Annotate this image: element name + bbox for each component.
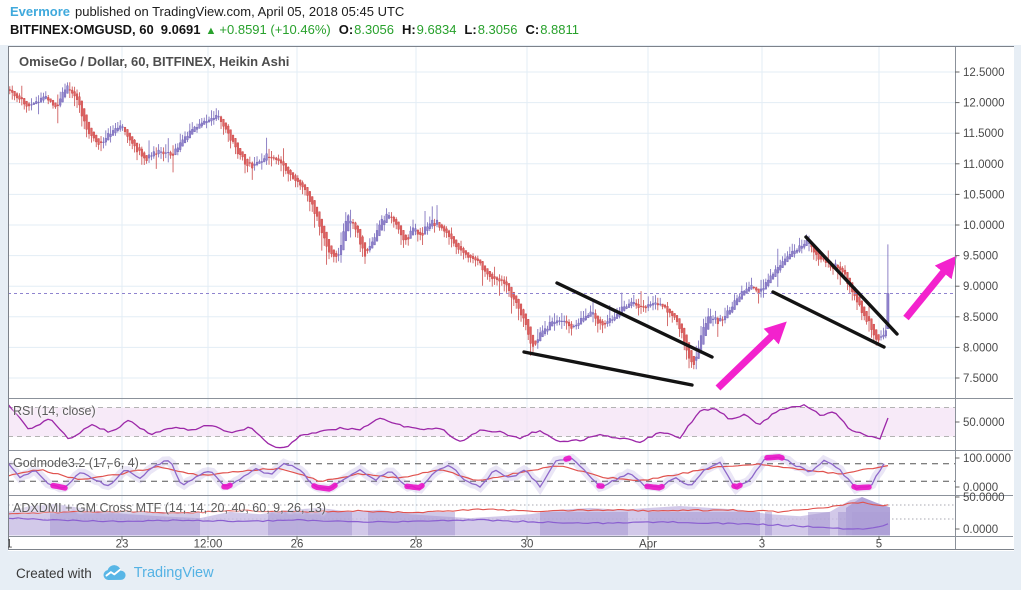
godmode-red-line xyxy=(8,463,889,482)
y-axis-label: 100.0000 xyxy=(963,453,1011,465)
x-axis-label: 21 xyxy=(8,539,12,551)
plot-background xyxy=(8,46,1014,550)
change-text: +0.8591 (+10.46%) xyxy=(219,22,331,37)
footer: Created with TradingView xyxy=(16,562,214,584)
x-axis-label: 26 xyxy=(291,539,304,551)
arrow-up-annotation xyxy=(903,255,957,321)
candlestick-series xyxy=(8,82,890,370)
adx-mtf-column xyxy=(808,512,830,536)
created-with-text: Created with xyxy=(16,565,92,581)
time-axis[interactable]: 21 23 12:00 26 28 30 Apr 3 5 xyxy=(8,536,882,551)
publish-line: Evermore published on TradingView.com, Ap… xyxy=(10,4,404,19)
adxdmi-pane xyxy=(8,497,955,536)
rsi-line xyxy=(8,403,889,449)
trendline xyxy=(804,235,899,336)
published-text: published on TradingView.com, April 05, … xyxy=(74,4,405,19)
price-axis[interactable]: 12.5000 12.0000 11.5000 11.0000 10.5000 10.00… xyxy=(955,67,1011,536)
close-value: 8.8811 xyxy=(540,22,579,37)
adx-mtf-column xyxy=(368,512,455,536)
adx-mtf-column xyxy=(268,512,352,536)
arrow-up-annotation xyxy=(715,321,787,391)
adx-peak xyxy=(846,497,890,536)
close-label: C: xyxy=(525,22,540,37)
chart-border xyxy=(8,46,1014,550)
y-axis-label: 0.0000 xyxy=(963,482,998,494)
y-axis-label: 9.0000 xyxy=(963,281,998,293)
y-axis-label: 11.0000 xyxy=(963,159,1004,171)
rsi-pane xyxy=(8,403,955,449)
open-label: O: xyxy=(338,22,354,37)
high-label: H: xyxy=(401,22,416,37)
x-axis-label: 23 xyxy=(116,539,129,551)
y-axis-label: 0.0000 xyxy=(963,524,998,536)
x-axis-label: 5 xyxy=(876,539,882,551)
chart-canvas[interactable]: 12.5000 12.0000 11.5000 11.0000 10.5000 10.00… xyxy=(8,46,1014,551)
x-axis-label: 3 xyxy=(759,539,765,551)
symbol-text: BITFINEX:OMGUSD, 60 xyxy=(10,22,154,37)
y-axis-label: 9.5000 xyxy=(963,251,998,263)
godmode-signal-dots xyxy=(50,454,872,492)
open-value: 8.3056 xyxy=(354,22,394,37)
drawing-annotations xyxy=(522,235,957,391)
godmode-pane xyxy=(8,452,955,495)
x-axis-label: 28 xyxy=(410,539,423,551)
x-axis-label: Apr xyxy=(639,539,657,551)
x-axis-label: 30 xyxy=(521,539,534,551)
symbol-line: BITFINEX:OMGUSD, 60 9.0691 ▲ +0.8591 (+10.4… xyxy=(10,22,579,37)
adx-mtf-column xyxy=(765,512,772,536)
tradingview-brand-link[interactable]: TradingView xyxy=(133,565,214,581)
high-value: 9.6834 xyxy=(416,22,457,37)
trendline xyxy=(771,290,886,349)
y-axis-label: 8.0000 xyxy=(963,342,998,354)
chart-area[interactable]: 12.5000 12.0000 11.5000 11.0000 10.5000 10.00… xyxy=(8,46,1014,551)
y-axis-label: 12.0000 xyxy=(963,98,1005,110)
adx-mtf-column xyxy=(50,512,200,536)
header: Evermore published on TradingView.com, Ap… xyxy=(0,0,1021,45)
adx-mtf-column xyxy=(838,512,846,536)
low-value: 8.3056 xyxy=(477,22,518,37)
y-axis-label: 7.5000 xyxy=(963,373,998,385)
y-axis-label: 11.5000 xyxy=(963,128,1004,140)
y-axis-label: 50.0000 xyxy=(963,417,1005,429)
up-triangle-icon: ▲ xyxy=(205,25,217,37)
y-axis-label: 8.5000 xyxy=(963,312,998,324)
tradingview-logo-icon xyxy=(102,565,127,581)
y-axis-label: 50.0000 xyxy=(963,492,1005,504)
adx-purple-line xyxy=(8,517,889,530)
last-price: 9.0691 xyxy=(160,22,201,37)
trendline xyxy=(555,281,714,359)
x-axis-label: 12:00 xyxy=(194,539,223,551)
trendline xyxy=(522,350,694,387)
y-axis-label: 10.5000 xyxy=(963,189,1005,201)
low-label: L: xyxy=(464,22,477,37)
y-axis-label: 12.5000 xyxy=(963,67,1005,79)
adx-red-line xyxy=(8,501,889,515)
y-axis-label: 10.0000 xyxy=(963,220,1005,232)
gridlines xyxy=(8,46,955,536)
author-link[interactable]: Evermore xyxy=(10,4,70,19)
